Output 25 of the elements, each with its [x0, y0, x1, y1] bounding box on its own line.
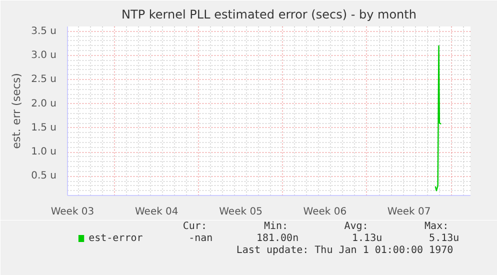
y-tick-label: 1.5 u [31, 122, 56, 134]
text: Last update: Thu Jan 1 01:00:00 1970 [236, 245, 454, 256]
y-tick-label: 2.0 u [31, 98, 56, 110]
text: 5.13u [429, 233, 460, 244]
chart-title: NTP kernel PLL estimated error (secs) - by month [122, 8, 416, 22]
y-tick-label: 2.5 u [31, 74, 56, 86]
y-tick-label: 3.5 u [31, 26, 56, 37]
y-tick-label: 1.0 u [31, 146, 56, 158]
x-tick-label: Week 03 [50, 206, 94, 218]
text: Cur: [182, 221, 207, 232]
text: Min: [264, 221, 288, 232]
text: 1.13u [352, 233, 382, 244]
x-tick-label: Week 07 [387, 206, 431, 218]
x-tick-label: Week 04 [134, 206, 178, 218]
text: Avg: [344, 221, 368, 232]
y-tick-label: 0.5 u [31, 170, 56, 182]
text: -nan [188, 233, 213, 244]
legend-label: est-error [88, 233, 143, 244]
text: Max: [424, 221, 449, 232]
y-axis-title: est. err (secs) [10, 73, 24, 149]
x-tick-label: Week 06 [303, 206, 347, 218]
y-tick-label: 3.0 u [31, 50, 56, 61]
line-series [434, 45, 442, 192]
x-tick-label: Week 05 [219, 206, 262, 218]
text: 181.00n [256, 233, 299, 244]
